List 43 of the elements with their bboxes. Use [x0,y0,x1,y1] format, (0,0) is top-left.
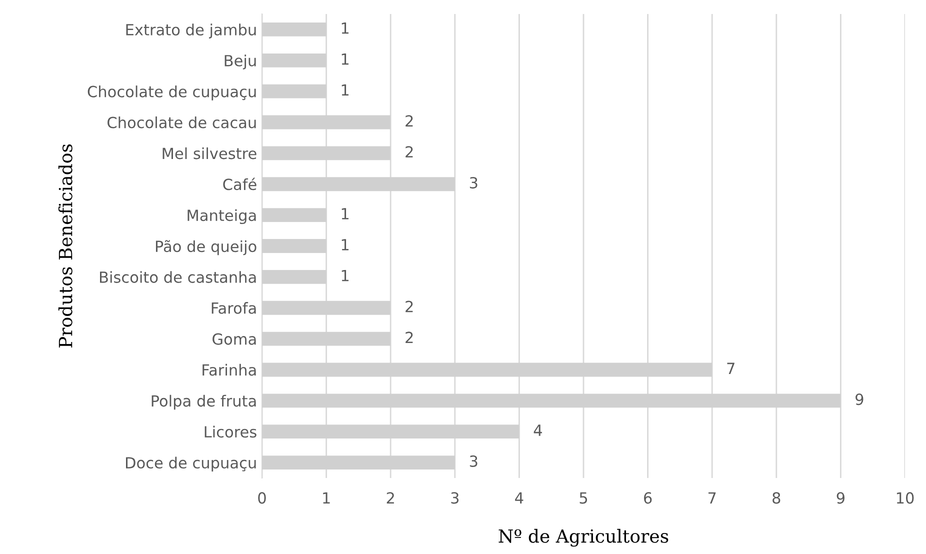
y-tick-label: Mel silvestre [162,147,256,160]
data-label: 2 [406,115,413,126]
data-label: 2 [406,146,413,158]
y-tick-label: Beju [224,54,256,70]
y-tick-label: Doce de cupuaçu [126,456,256,472]
y-tick-label: Chocolate de cupuaçu [88,86,256,100]
x-tick-label: 1 [323,492,330,504]
data-label: 1 [342,239,348,250]
x-tick-label: 10 [896,492,914,504]
x-tick-label: 7 [708,492,716,504]
y-tick-label: Farofa [212,302,256,314]
y-tick-label: Chocolate de cacau [108,116,256,128]
data-label: 2 [406,300,413,312]
y-tick-label: Farinha [202,364,256,376]
data-label: 9 [856,394,864,406]
x-tick-label: 8 [772,492,780,504]
x-tick-label: 9 [836,492,844,504]
data-label: 1 [342,84,348,96]
data-label: 4 [534,424,542,436]
x-axis-title: Nº de Agricultores [498,528,668,547]
y-tick-label: Goma [212,333,256,345]
x-tick-label: 4 [515,492,524,504]
data-label: 1 [342,22,348,34]
y-tick-label: Manteiga [188,209,256,224]
x-tick-label: 0 [258,492,266,504]
y-tick-label: Licores [204,426,256,438]
y-tick-label: Extrato de jambu [126,24,256,38]
x-tick-label: 5 [580,492,588,504]
y-tick-label: Café [223,178,256,190]
data-label: 7 [727,362,734,374]
data-label: 2 [406,332,413,344]
data-label: 3 [470,455,478,467]
y-tick-label: Biscoito de castanha [100,271,256,283]
data-label: 3 [470,177,478,189]
y-tick-label: Polpa de fruta [152,394,256,410]
data-label: 1 [342,270,348,282]
data-label: 1 [342,53,348,65]
y-axis-title: Produtos Beneficiados [58,144,72,348]
x-tick-label: 6 [644,492,652,504]
data-label: 1 [342,208,348,220]
y-tick-label: Pão de queijo [156,240,256,256]
x-tick-label: 2 [386,492,394,504]
x-tick-label: 3 [451,492,459,504]
